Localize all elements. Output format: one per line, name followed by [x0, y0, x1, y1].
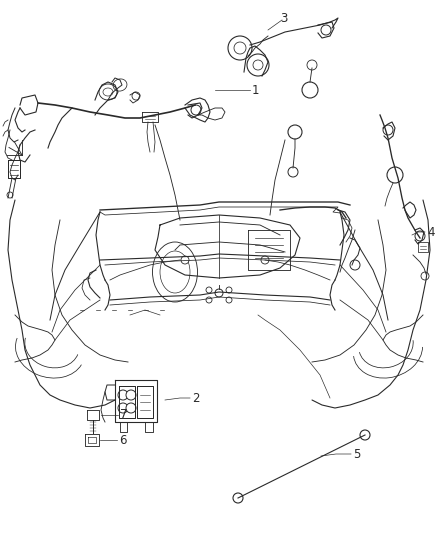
Circle shape: [126, 390, 136, 400]
Text: 7: 7: [120, 408, 127, 422]
Circle shape: [350, 260, 360, 270]
Circle shape: [307, 60, 317, 70]
Text: 6: 6: [119, 433, 127, 447]
Circle shape: [421, 272, 429, 280]
Circle shape: [360, 430, 370, 440]
Circle shape: [288, 167, 298, 177]
Circle shape: [206, 297, 212, 303]
Circle shape: [126, 403, 136, 413]
Circle shape: [181, 256, 189, 264]
Text: 2: 2: [192, 392, 199, 405]
Circle shape: [233, 493, 243, 503]
Circle shape: [226, 287, 232, 293]
Circle shape: [118, 403, 128, 413]
Circle shape: [321, 25, 331, 35]
Circle shape: [132, 92, 140, 100]
Text: 1: 1: [252, 84, 259, 96]
Circle shape: [288, 125, 302, 139]
Circle shape: [191, 105, 201, 115]
Circle shape: [206, 287, 212, 293]
Circle shape: [226, 297, 232, 303]
Circle shape: [261, 256, 269, 264]
Circle shape: [415, 231, 425, 241]
Text: 5: 5: [353, 448, 360, 461]
Circle shape: [7, 192, 13, 198]
Circle shape: [215, 289, 223, 297]
Circle shape: [118, 390, 128, 400]
Circle shape: [387, 167, 403, 183]
Circle shape: [302, 82, 318, 98]
Text: 4: 4: [427, 225, 434, 238]
Circle shape: [383, 125, 393, 135]
Text: 3: 3: [280, 12, 287, 25]
